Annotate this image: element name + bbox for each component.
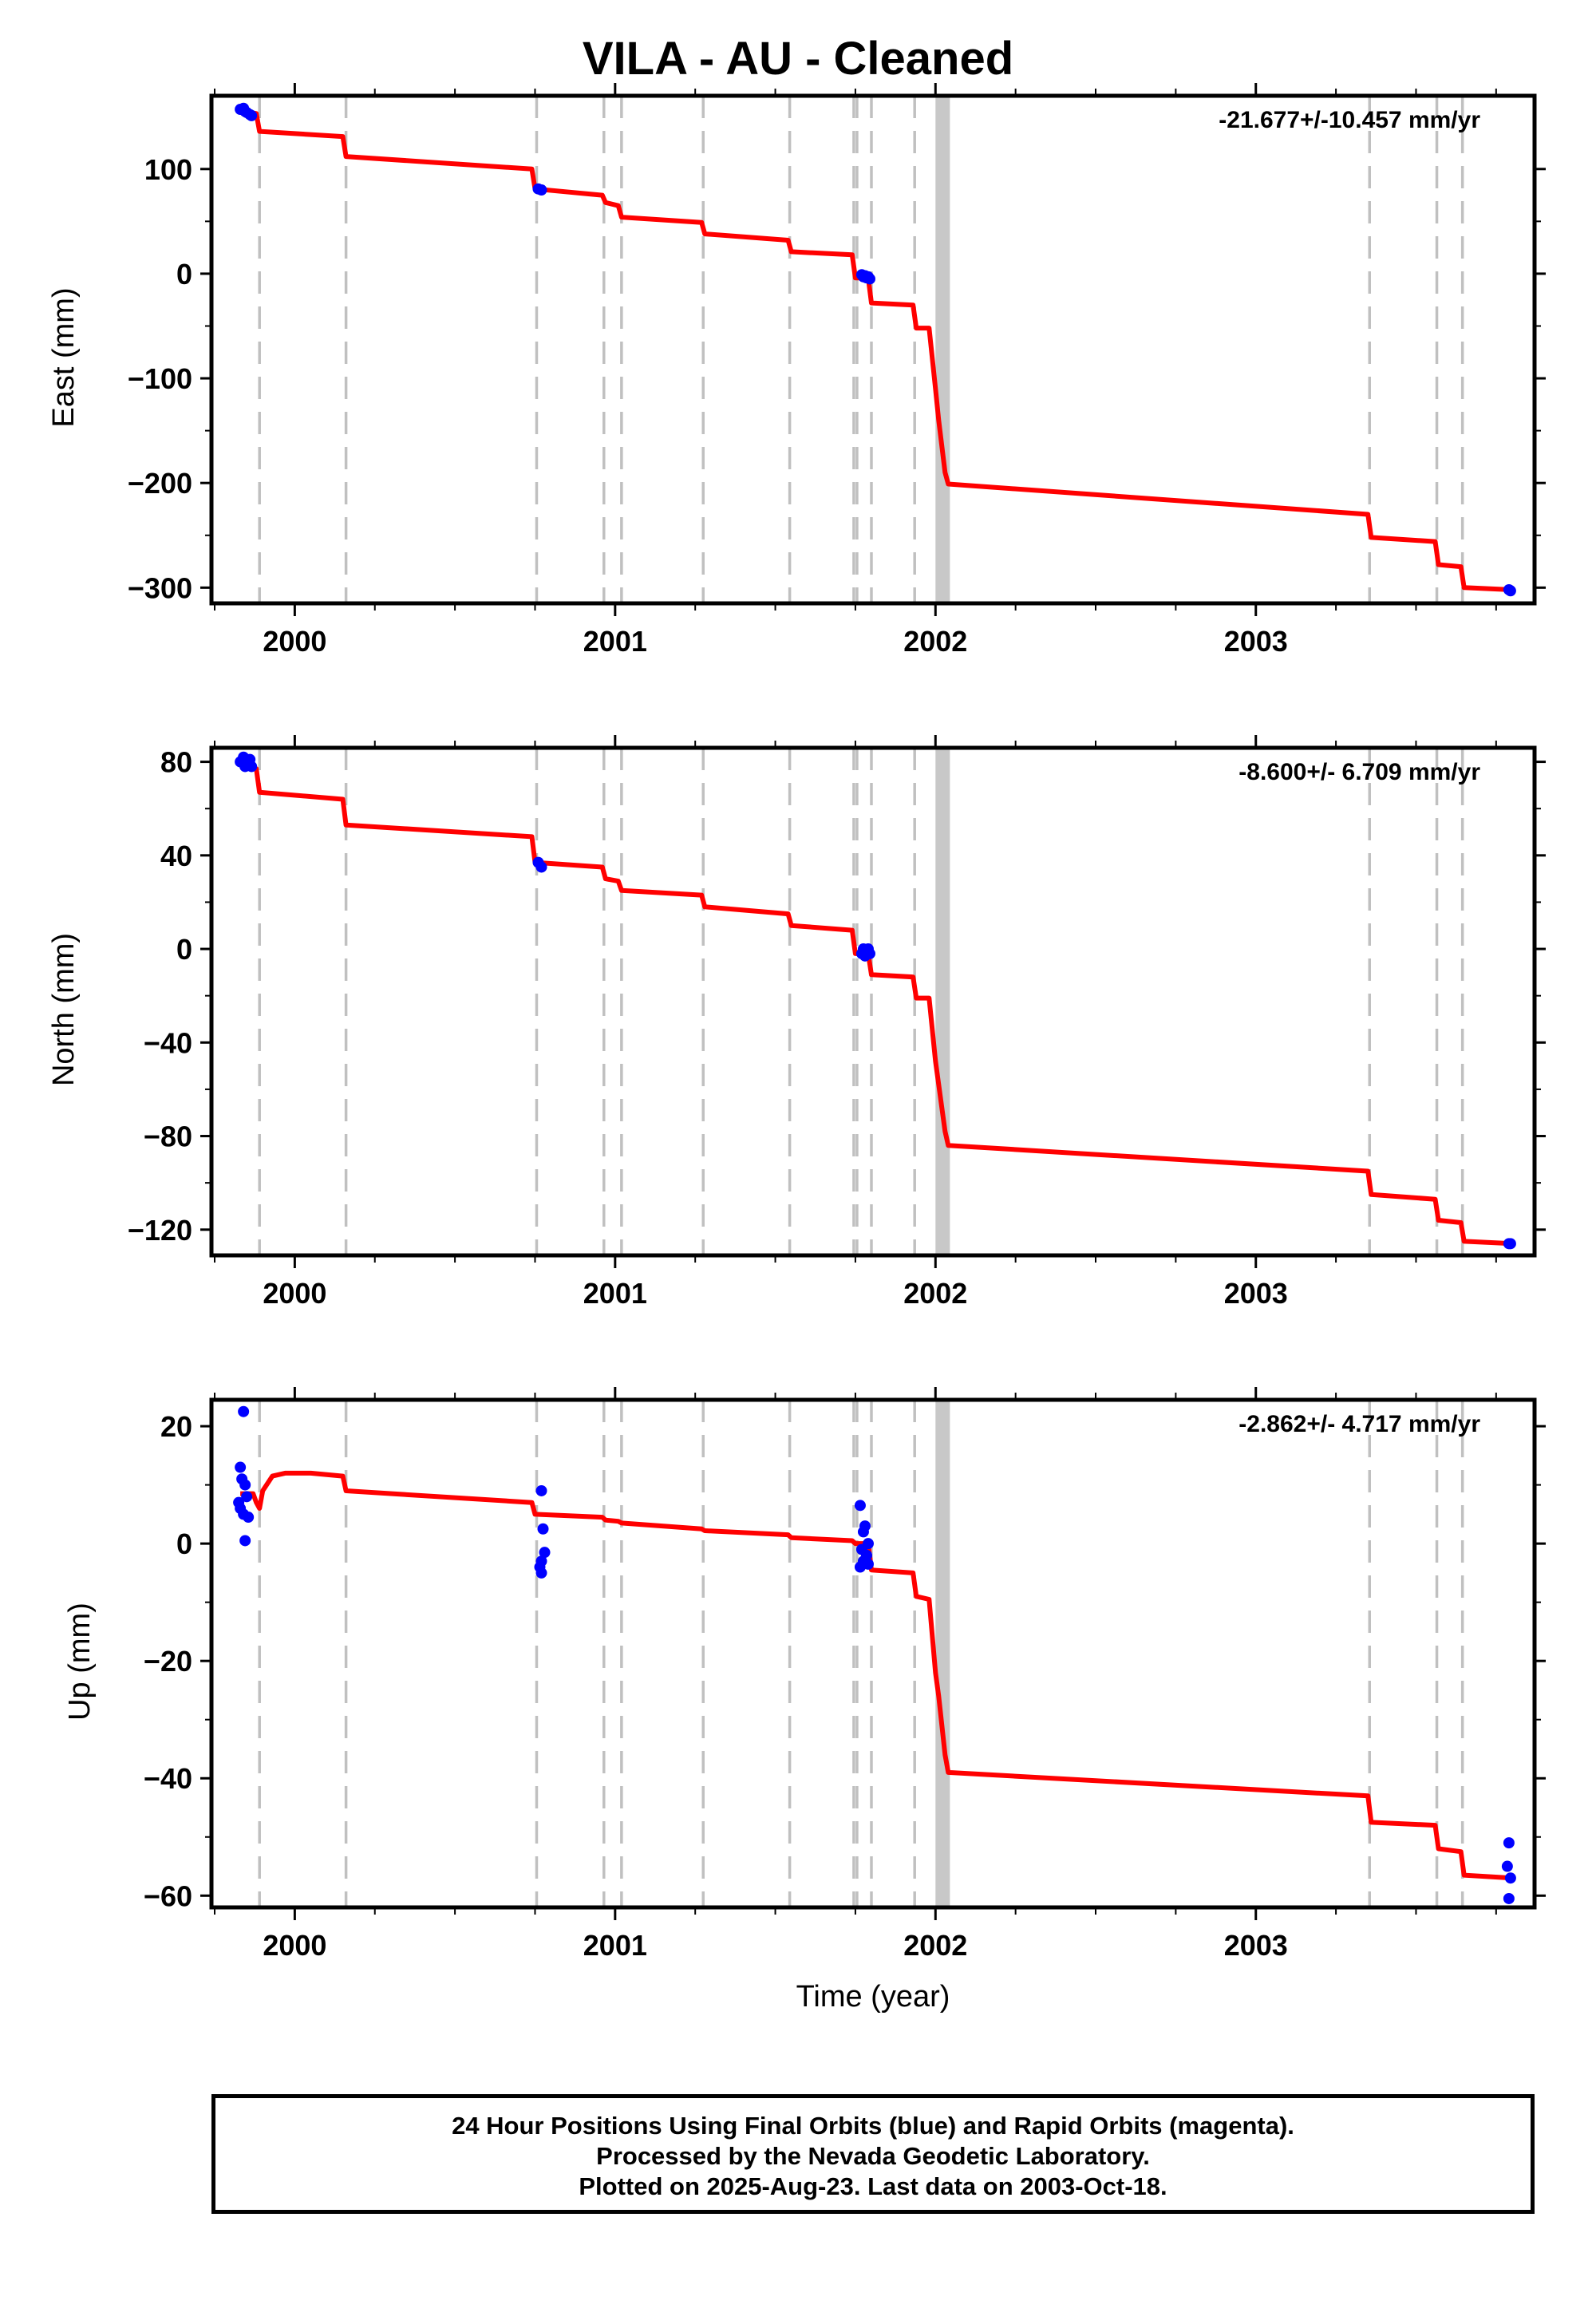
- up-data-point: [854, 1561, 866, 1573]
- north-velocity-label: -8.600+/- 6.709 mm/yr: [1238, 759, 1480, 785]
- y-tick-label: −40: [144, 1026, 192, 1059]
- y-tick-label: −60: [144, 1879, 192, 1912]
- north-axis-title: North (mm): [47, 933, 81, 1086]
- north-data-point: [535, 861, 547, 873]
- footer-line-processed: Processed by the Nevada Geodetic Laborat…: [596, 2142, 1150, 2170]
- north-data-point: [863, 947, 875, 959]
- up-data-point: [1503, 1892, 1515, 1904]
- y-tick-label: 0: [176, 1528, 192, 1560]
- east-model-line: [239, 108, 1513, 592]
- event-band-0: [935, 748, 950, 1255]
- x-tick-label: 2000: [263, 1929, 326, 1962]
- up-data-point: [535, 1484, 547, 1496]
- east-data-point: [863, 273, 875, 285]
- x-tick-label: 2002: [903, 1929, 967, 1962]
- up-data-point: [539, 1547, 551, 1559]
- x-tick-label: 2000: [263, 1277, 326, 1310]
- x-tick-label: 2003: [1224, 1277, 1288, 1310]
- up-data-point: [537, 1523, 549, 1535]
- up-data-point: [1501, 1860, 1513, 1872]
- up-data-point: [857, 1526, 869, 1538]
- up-data-point: [1503, 1837, 1515, 1849]
- north-data-point: [1504, 1238, 1516, 1250]
- panel-east: 100 0 −100 −200 −300 2000 2001 2002 2003 East (mm…: [47, 83, 1546, 658]
- up-data-point: [1504, 1872, 1516, 1884]
- y-tick-label: −20: [144, 1645, 192, 1678]
- up-data-point: [535, 1567, 547, 1579]
- y-tick-label: −100: [128, 362, 192, 395]
- event-band-0: [935, 1400, 950, 1907]
- x-tick-label: 2001: [583, 625, 647, 658]
- up-data-point: [243, 1512, 255, 1524]
- footer-line-plotted: Plotted on 2025-Aug-23. Last data on 200…: [579, 2172, 1167, 2200]
- y-tick-label: −120: [128, 1214, 192, 1247]
- up-data-point: [239, 1535, 251, 1547]
- y-tick-label: 20: [160, 1410, 192, 1443]
- up-data-point: [854, 1500, 866, 1512]
- x-tick-label: 2001: [583, 1929, 647, 1962]
- up-data-point: [238, 1405, 250, 1417]
- event-band-0: [935, 96, 950, 603]
- up-data-point: [239, 1479, 251, 1491]
- x-tick-label: 2002: [903, 1277, 967, 1310]
- east-data-point: [1504, 585, 1516, 597]
- y-tick-label: −200: [128, 467, 192, 500]
- x-tick-label: 2001: [583, 1277, 647, 1310]
- panel-up: 20 0 −20 −40 −60 2000 2001 2002 2003 Up (mm) Time …: [63, 1387, 1546, 2014]
- east-data-point: [535, 184, 547, 196]
- y-tick-label: 40: [160, 840, 192, 872]
- up-data-point: [235, 1461, 247, 1473]
- north-model-line: [239, 764, 1513, 1247]
- footer-line-orbits: 24 Hour Positions Using Final Orbits (bl…: [452, 2112, 1294, 2140]
- east-plot-frame: [209, 93, 1537, 606]
- up-model-line: [240, 1470, 1513, 1881]
- up-plot-frame: [209, 1397, 1537, 1910]
- y-tick-label: 0: [176, 933, 192, 966]
- east-data-point: [246, 109, 258, 121]
- up-axis-title: Up (mm): [63, 1603, 97, 1721]
- up-velocity-label: -2.862+/- 4.717 mm/yr: [1238, 1411, 1480, 1437]
- x-tick-label: 2003: [1224, 1929, 1288, 1962]
- y-tick-label: 80: [160, 746, 192, 779]
- x-tick-label: 2003: [1224, 625, 1288, 658]
- y-tick-label: −40: [144, 1762, 192, 1795]
- footer-legend: 24 Hour Positions Using Final Orbits (bl…: [211, 2094, 1535, 2214]
- north-plot-frame: [209, 745, 1537, 1258]
- north-data-point: [246, 761, 258, 773]
- panel-north: 80 40 0 −40 −80 −120 2000 2001 2002 2003 North (mm…: [47, 735, 1546, 1310]
- y-tick-label: 0: [176, 258, 192, 290]
- east-axis-title: East (mm): [47, 287, 81, 427]
- x-tick-label: 2000: [263, 625, 326, 658]
- chart-title: VILA - AU - Cleaned: [582, 33, 1014, 85]
- y-tick-label: −80: [144, 1120, 192, 1153]
- east-velocity-label: -21.677+/-10.457 mm/yr: [1219, 107, 1480, 133]
- up-data-point: [241, 1491, 253, 1503]
- y-tick-label: −300: [128, 571, 192, 604]
- y-tick-label: 100: [144, 153, 192, 186]
- x-tick-label: 2002: [903, 625, 967, 658]
- x-axis-title: Time (year): [796, 1980, 950, 2014]
